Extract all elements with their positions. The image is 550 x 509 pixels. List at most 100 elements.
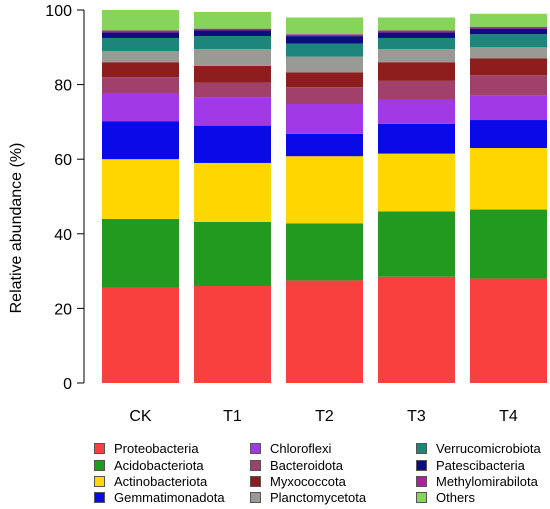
stacked-bar-chart: 0 20 40 60 80 100 CK T1 T2 T3 T4 Relative abundan… <box>8 3 547 425</box>
bars-layer <box>102 10 547 383</box>
bar-segment-ck-0 <box>102 287 179 383</box>
x-axis-labels: CK T1 T2 T3 T4 <box>129 408 518 425</box>
y-tick-label: 80 <box>54 78 72 95</box>
bar-segment-t3-4 <box>378 99 455 124</box>
bar-segment-t3-1 <box>378 211 455 277</box>
bar-segment-t2-9 <box>286 36 363 44</box>
legend-label: Proteobacteria <box>114 441 199 456</box>
bar-segment-t2-11 <box>286 17 363 35</box>
bar-segment-t1-9 <box>194 30 271 37</box>
legend-label: Chloroflexi <box>270 441 332 456</box>
bar-segment-t4-5 <box>470 75 547 96</box>
legend-item-others: Others <box>416 489 475 506</box>
bar-segment-t3-3 <box>378 123 455 154</box>
bar-segment-t4-4 <box>470 95 547 121</box>
bar-segment-t4-3 <box>470 120 547 149</box>
bar-segment-ck-9 <box>102 32 179 38</box>
bar-segment-ck-8 <box>102 37 179 52</box>
y-tick-label: 40 <box>54 227 72 244</box>
legend-label: Actinobacteriota <box>114 474 208 489</box>
legend-swatch <box>250 492 261 503</box>
bar-segment-t4-9 <box>470 28 547 35</box>
legend-swatch <box>94 476 105 487</box>
legend-label: Methylomirabilota <box>436 474 538 489</box>
bar-segment-t1-6 <box>194 65 271 83</box>
y-axis: 0 20 40 60 80 100 <box>45 3 85 393</box>
bar-segment-ck-6 <box>102 62 179 78</box>
legend-swatch <box>94 460 105 471</box>
bar-segment-t4-7 <box>470 47 547 59</box>
bar-segment-t3-0 <box>378 276 455 383</box>
legend-item-methylomirabilota: Methylomirabilota <box>416 473 538 490</box>
bar-segment-t1-2 <box>194 162 271 222</box>
bar-segment-t4-11 <box>470 13 547 27</box>
bar-segment-t4-8 <box>470 34 547 48</box>
legend-item-verrucomicrobiota: Verrucomicrobiota <box>416 440 541 457</box>
bar-segment-t4-6 <box>470 58 547 76</box>
legend-swatch <box>416 460 427 471</box>
bar-segment-t2-2 <box>286 156 363 224</box>
bar-segment-t1-3 <box>194 125 271 163</box>
bar-segment-t1-7 <box>194 49 271 66</box>
legend-item-myxococcota: Myxococcota <box>250 473 346 490</box>
bar-segment-t2-8 <box>286 43 363 57</box>
bar-segment-t2-6 <box>286 72 363 88</box>
bar-segment-t1-4 <box>194 97 271 126</box>
legend-label: Myxococcota <box>270 474 346 489</box>
y-tick-label: 20 <box>54 301 72 318</box>
x-tick-label-ck: CK <box>129 408 152 425</box>
bar-segment-ck-2 <box>102 159 179 219</box>
bar-segment-t4-1 <box>470 209 547 279</box>
bar-segment-t2-3 <box>286 133 363 157</box>
legend-label: Others <box>436 490 476 505</box>
bar-segment-t1-11 <box>194 11 271 29</box>
bar-segment-ck-1 <box>102 218 179 288</box>
bar-segment-t1-1 <box>194 221 271 287</box>
legend-label: Acidobacteriota <box>114 458 204 473</box>
x-tick-label-t1: T1 <box>223 408 242 425</box>
legend-label: Bacteroidota <box>270 458 343 473</box>
bar-segment-t4-10 <box>470 26 547 29</box>
bar-segment-t3-2 <box>378 153 455 212</box>
x-tick-label-t2: T2 <box>315 408 334 425</box>
bar-segment-ck-3 <box>102 121 179 160</box>
bar-segment-t2-7 <box>286 56 363 73</box>
legend-label: Patescibacteria <box>436 458 525 473</box>
bar-segment-t4-2 <box>470 148 547 210</box>
y-tick-label: 0 <box>63 376 72 393</box>
legend-item-acidobacteriota: Acidobacteriota <box>94 457 204 474</box>
legend-item-patescibacteria: Patescibacteria <box>416 457 525 474</box>
bar-segment-t3-6 <box>378 62 455 81</box>
bar-segment-t3-10 <box>378 30 455 33</box>
legend-label: Verrucomicrobiota <box>436 441 541 456</box>
legend-item-bacteroidota: Bacteroidota <box>250 457 343 474</box>
legend-swatch <box>94 492 105 503</box>
bar-segment-t2-10 <box>286 34 363 37</box>
bar-segment-t1-0 <box>194 286 271 383</box>
legend-item-chloroflexi: Chloroflexi <box>250 440 331 457</box>
bar-segment-t3-7 <box>378 49 455 63</box>
bar-segment-ck-4 <box>102 93 179 122</box>
legend-item-gemmatimonadota: Gemmatimonadota <box>94 489 225 506</box>
legend-label: Planctomycetota <box>270 490 367 505</box>
legend-item-planctomycetota: Planctomycetota <box>250 489 366 506</box>
bar-segment-t2-4 <box>286 103 363 134</box>
bar-segment-t1-5 <box>194 82 271 98</box>
x-tick-label-t4: T4 <box>499 408 518 425</box>
legend-item-actinobacteriota: Actinobacteriota <box>94 473 207 490</box>
legend-swatch <box>250 443 261 454</box>
bar-segment-ck-10 <box>102 30 179 33</box>
bar-segment-ck-7 <box>102 51 179 63</box>
legend-item-proteobacteria: Proteobacteria <box>94 440 199 457</box>
bar-segment-t2-0 <box>286 280 363 383</box>
bar-segment-t2-5 <box>286 87 363 104</box>
legend-label: Gemmatimonadota <box>114 490 225 505</box>
legend-swatch <box>250 460 261 471</box>
y-tick-label: 100 <box>45 3 72 20</box>
bar-segment-ck-11 <box>102 10 179 31</box>
bar-segment-t3-9 <box>378 32 455 38</box>
legend-swatch <box>94 443 105 454</box>
legend-swatch <box>250 476 261 487</box>
legend-swatch <box>416 492 427 503</box>
bar-segment-t1-8 <box>194 36 271 50</box>
